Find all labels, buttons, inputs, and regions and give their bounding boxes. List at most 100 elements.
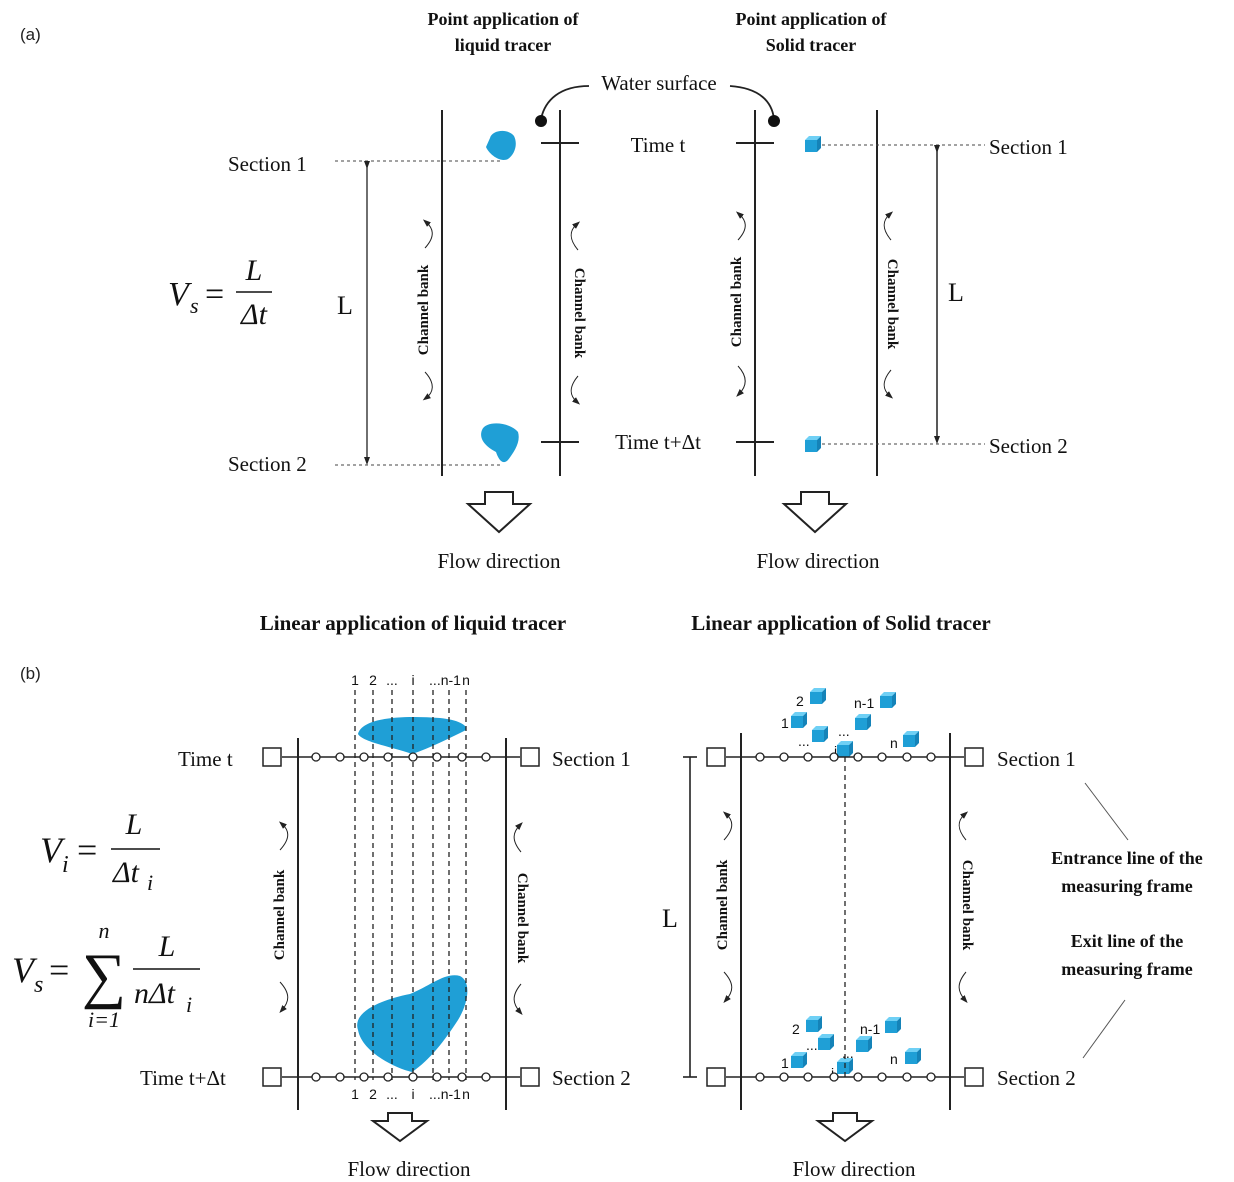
channel-bank-label-liquid-left: Channel bank bbox=[416, 219, 433, 401]
section1-line-solid-linear bbox=[706, 747, 984, 767]
solid-cube-labels-top: 2 1 ... n-1 ... i n bbox=[781, 693, 898, 759]
svg-text:Channel bank: Channel bank bbox=[272, 869, 288, 960]
section1-label-liquid-linear: Section 1 bbox=[552, 747, 631, 771]
flow-direction-label-solid-point: Flow direction bbox=[756, 549, 880, 573]
svg-text:L: L bbox=[245, 254, 263, 287]
flow-arrow-liquid-linear bbox=[369, 1112, 431, 1143]
svg-text:n-1: n-1 bbox=[860, 1021, 880, 1037]
solid-point-header-line2: Solid tracer bbox=[766, 35, 856, 55]
svg-text:i=1: i=1 bbox=[88, 1007, 120, 1032]
svg-text:...n-1: ...n-1 bbox=[429, 672, 461, 688]
svg-text:i: i bbox=[834, 743, 837, 759]
water-surface-dot-left bbox=[535, 115, 547, 127]
flow-arrow-liquid-point bbox=[465, 491, 533, 534]
water-surface-leader-left bbox=[540, 85, 590, 120]
entrance-leader-line bbox=[1084, 782, 1129, 841]
svg-text:Channel bank: Channel bank bbox=[729, 256, 745, 347]
exit-leader-line bbox=[1082, 999, 1126, 1059]
section1-line-liquid-linear bbox=[262, 747, 540, 767]
svg-text:2: 2 bbox=[796, 693, 804, 709]
svg-text:L: L bbox=[125, 808, 143, 841]
solid-linear-header: Linear application of Solid tracer bbox=[691, 611, 990, 635]
section2-label-liquid: Section 2 bbox=[228, 452, 307, 476]
flow-direction-label-liquid-point: Flow direction bbox=[437, 549, 561, 573]
svg-text:i: i bbox=[411, 672, 414, 688]
liquid-linear-header: Linear application of liquid tracer bbox=[260, 611, 566, 635]
svg-text:n: n bbox=[462, 1086, 470, 1102]
svg-text:L: L bbox=[158, 930, 176, 963]
svg-text:n: n bbox=[890, 1051, 898, 1067]
exit-note-line1: Exit line of the bbox=[1071, 931, 1184, 951]
svg-text:Δt: Δt bbox=[240, 298, 268, 331]
water-surface-label: Water surface bbox=[601, 71, 716, 95]
svg-text:...: ... bbox=[386, 672, 398, 688]
svg-text:1: 1 bbox=[781, 1055, 789, 1071]
svg-text:...: ... bbox=[838, 723, 850, 739]
entrance-note-line2: measuring frame bbox=[1061, 876, 1192, 896]
channel-bank-label-liquid-right: Channel bank bbox=[570, 221, 587, 405]
time-t-label-center: Time t bbox=[631, 133, 686, 157]
section2-line-liquid-linear bbox=[262, 1067, 540, 1087]
svg-text:Channel bank: Channel bank bbox=[571, 268, 587, 359]
svg-text:1: 1 bbox=[351, 1086, 359, 1102]
svg-text:2: 2 bbox=[369, 672, 377, 688]
channel-bank-label-solid-linear-right: Channel bank bbox=[958, 811, 975, 1004]
time-tdt-label-liquid-linear: Time t+Δt bbox=[140, 1066, 226, 1090]
svg-text:i: i bbox=[186, 992, 192, 1017]
svg-text:n-1: n-1 bbox=[854, 695, 874, 711]
exit-note-line2: measuring frame bbox=[1061, 959, 1192, 979]
time-tdt-label-center: Time t+Δt bbox=[615, 430, 701, 454]
svg-text:=: = bbox=[77, 830, 97, 870]
svg-text:s: s bbox=[190, 293, 199, 318]
svg-text:i: i bbox=[411, 1086, 414, 1102]
length-label-solid: L bbox=[948, 278, 964, 307]
svg-text:...: ... bbox=[842, 1045, 854, 1061]
liquid-point-header-line2: liquid tracer bbox=[455, 35, 552, 55]
channel-bank-label-liquid-linear-right: Channel bank bbox=[513, 822, 530, 1016]
section2-label-solid: Section 2 bbox=[989, 434, 1068, 458]
svg-text:...n-1: ...n-1 bbox=[429, 1086, 461, 1102]
length-bracket-solid-linear bbox=[683, 756, 697, 1078]
channel-bank-label-liquid-linear-left: Channel bank bbox=[272, 821, 289, 1014]
liquid-tracer-blob-tdt bbox=[481, 423, 519, 463]
section2-label-solid-linear: Section 2 bbox=[997, 1066, 1076, 1090]
svg-text:1: 1 bbox=[781, 715, 789, 731]
flow-direction-label-liquid-linear: Flow direction bbox=[347, 1157, 471, 1181]
svg-text:n: n bbox=[99, 918, 110, 943]
formula-vi: V i = L Δt i bbox=[40, 808, 160, 895]
solid-point-header-line1: Point application of bbox=[735, 9, 887, 29]
panel-b-label: (b) bbox=[20, 664, 41, 683]
svg-text:n: n bbox=[462, 672, 470, 688]
svg-text:Channel bank: Channel bank bbox=[959, 860, 975, 951]
formula-vs-linear: V s = n ∑ i=1 L nΔt i bbox=[12, 918, 200, 1032]
svg-text:1: 1 bbox=[351, 672, 359, 688]
svg-text:V: V bbox=[12, 950, 38, 990]
formula-vs-point: V s = L Δt bbox=[168, 254, 272, 331]
solid-tracer-cube-t bbox=[805, 136, 821, 152]
time-t-label-liquid-linear: Time t bbox=[178, 747, 233, 771]
water-surface-dot-right bbox=[768, 115, 780, 127]
svg-text:s: s bbox=[34, 972, 43, 998]
solid-tracer-cube-tdt bbox=[805, 436, 821, 452]
svg-text:2: 2 bbox=[369, 1086, 377, 1102]
section2-line-solid-linear bbox=[706, 1067, 984, 1087]
tick-labels-top-liquid: 1 2 ... i ...n-1 n bbox=[351, 672, 470, 688]
length-label-liquid: L bbox=[337, 291, 353, 320]
svg-text:Δt: Δt bbox=[112, 856, 140, 889]
svg-text:...: ... bbox=[386, 1086, 398, 1102]
channel-bank-label-solid-linear-left: Channel bank bbox=[715, 811, 733, 1004]
entrance-note-line1: Entrance line of the bbox=[1051, 848, 1202, 868]
svg-text:...: ... bbox=[798, 733, 810, 749]
svg-text:V: V bbox=[40, 830, 66, 870]
section2-label-liquid-linear: Section 2 bbox=[552, 1066, 631, 1090]
liquid-point-header-line1: Point application of bbox=[427, 9, 579, 29]
tick-labels-bottom-liquid: 1 2 ... i ...n-1 n bbox=[351, 1086, 470, 1102]
svg-text:∑: ∑ bbox=[82, 942, 126, 1010]
length-label-solid-linear: L bbox=[662, 904, 678, 933]
panel-a-label: (a) bbox=[20, 25, 41, 44]
liquid-tracer-blob-t bbox=[486, 130, 516, 160]
svg-text:nΔt: nΔt bbox=[134, 977, 176, 1010]
section1-label-liquid: Section 1 bbox=[228, 152, 307, 176]
flow-arrow-solid-point bbox=[781, 491, 849, 534]
